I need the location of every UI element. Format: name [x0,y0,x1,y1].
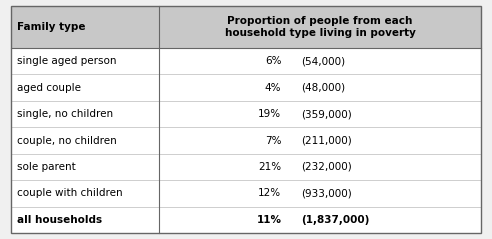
Text: couple with children: couple with children [17,188,123,198]
Text: (54,000): (54,000) [301,56,345,66]
Text: all households: all households [17,215,102,225]
Text: (48,000): (48,000) [301,83,345,93]
Text: 19%: 19% [258,109,281,119]
Text: 7%: 7% [265,136,281,146]
Text: couple, no children: couple, no children [17,136,117,146]
Text: (211,000): (211,000) [301,136,351,146]
Text: 11%: 11% [256,215,281,225]
Bar [11,48,481,233]
Text: 4%: 4% [265,83,281,93]
Text: 21%: 21% [258,162,281,172]
Text: (359,000): (359,000) [301,109,351,119]
Bar [11,6,481,48]
Text: 6%: 6% [265,56,281,66]
Text: Proportion of people from each
household type living in poverty: Proportion of people from each household… [225,16,416,38]
Text: 12%: 12% [258,188,281,198]
Text: sole parent: sole parent [17,162,75,172]
Text: single, no children: single, no children [17,109,113,119]
Text: (933,000): (933,000) [301,188,351,198]
Text: aged couple: aged couple [17,83,81,93]
Text: (1,837,000): (1,837,000) [301,215,369,225]
Text: Family type: Family type [17,22,85,32]
Text: (232,000): (232,000) [301,162,351,172]
Text: single aged person: single aged person [17,56,116,66]
